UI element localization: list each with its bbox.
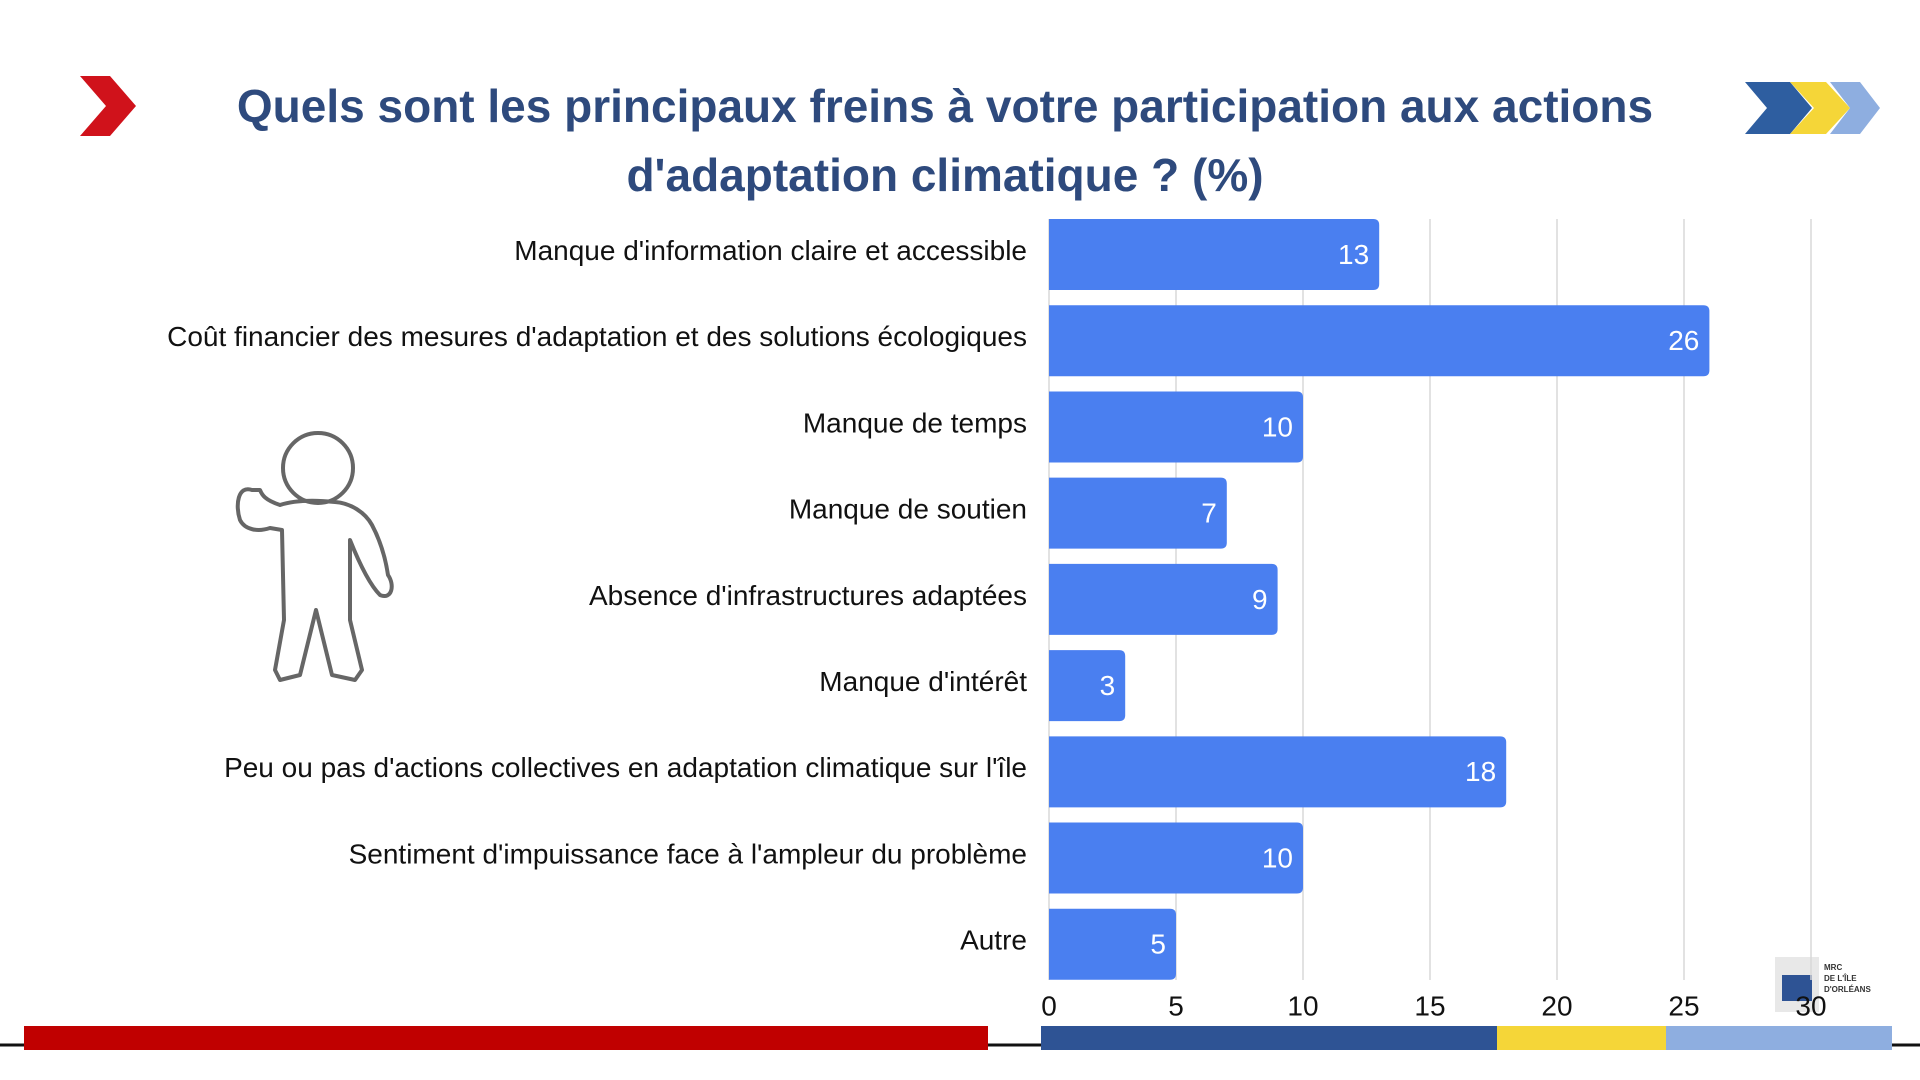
bar bbox=[1049, 477, 1227, 549]
value-label: 10 bbox=[1262, 842, 1293, 873]
value-label: 26 bbox=[1668, 325, 1699, 356]
logo-text: DE L'ÎLE bbox=[1824, 974, 1857, 983]
bar bbox=[1049, 736, 1507, 808]
x-tick-label: 0 bbox=[1041, 990, 1057, 1021]
y-category-label: Autre bbox=[960, 925, 1027, 956]
x-tick-label: 20 bbox=[1541, 990, 1572, 1021]
y-category-label: Peu ou pas d'actions collectives en adap… bbox=[224, 752, 1027, 783]
value-label: 9 bbox=[1252, 584, 1268, 615]
y-category-label: Manque d'intérêt bbox=[819, 666, 1027, 697]
yellow-chevron bbox=[1790, 82, 1850, 134]
y-category-label: Manque de temps bbox=[803, 407, 1027, 438]
bar bbox=[1049, 650, 1126, 722]
logo-shield bbox=[1782, 975, 1812, 1001]
value-label: 7 bbox=[1201, 498, 1217, 529]
value-label: 3 bbox=[1100, 670, 1116, 701]
bar bbox=[1049, 908, 1176, 980]
bar bbox=[1049, 305, 1710, 377]
x-tick-label: 10 bbox=[1287, 990, 1318, 1021]
y-category-label: Manque de soutien bbox=[789, 494, 1027, 525]
bar bbox=[1049, 219, 1380, 290]
y-category-label: Manque d'information claire et accessibl… bbox=[514, 235, 1027, 266]
logo-text: D'ORLÉANS bbox=[1824, 985, 1871, 994]
blue-chevron bbox=[1745, 82, 1812, 134]
bar bbox=[1049, 391, 1303, 463]
x-tick-label: 15 bbox=[1414, 990, 1445, 1021]
x-tick-label: 25 bbox=[1668, 990, 1699, 1021]
value-label: 10 bbox=[1262, 411, 1293, 442]
y-category-label: Coût financier des mesures d'adaptation … bbox=[167, 321, 1027, 352]
value-label: 18 bbox=[1465, 756, 1496, 787]
chart-title: Quels sont les principaux freins à votre… bbox=[236, 80, 1654, 201]
blue-band bbox=[1041, 1026, 1497, 1050]
figure-icon bbox=[235, 431, 394, 682]
x-tick-label: 5 bbox=[1168, 990, 1184, 1021]
y-category-label: Sentiment d'impuissance face à l'ampleur… bbox=[349, 838, 1027, 869]
yellow-band bbox=[1497, 1026, 1666, 1050]
red-band bbox=[24, 1026, 988, 1050]
bar bbox=[1049, 563, 1278, 635]
value-label: 5 bbox=[1150, 929, 1166, 960]
lightblue-chevron bbox=[1830, 82, 1880, 134]
logo-text: MRC bbox=[1824, 963, 1842, 972]
red-chevron bbox=[80, 76, 136, 136]
lightblue-band bbox=[1666, 1026, 1892, 1050]
y-category-label: Absence d'infrastructures adaptées bbox=[589, 580, 1027, 611]
value-label: 13 bbox=[1338, 239, 1369, 270]
x-tick-label: 30 bbox=[1795, 990, 1826, 1021]
bar bbox=[1049, 822, 1303, 894]
